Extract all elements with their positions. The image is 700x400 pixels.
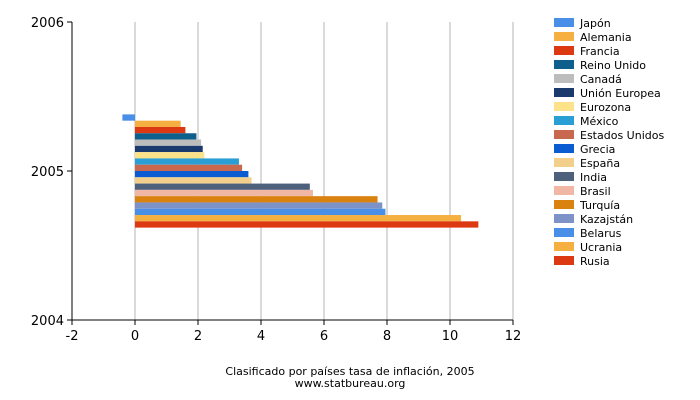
legend-swatch (554, 102, 574, 111)
legend-swatch (554, 186, 574, 195)
legend-label: México (580, 115, 619, 128)
legend-swatch (554, 242, 574, 251)
y-tick-label: 2005 (31, 165, 64, 180)
x-tick-label: 8 (383, 329, 391, 344)
legend-swatch (554, 172, 574, 181)
axes: -2 0 2 4 6 8 10 12 2006 2005 2004 (31, 16, 521, 344)
legend-swatch (554, 18, 574, 27)
bar (122, 114, 135, 121)
y-tick-label: 2004 (31, 314, 64, 329)
x-tick-label: 6 (320, 329, 328, 344)
bar (135, 152, 205, 159)
legend-label: India (580, 171, 607, 184)
bar (135, 145, 203, 153)
legend-label: Alemania (580, 31, 632, 44)
x-tick-label: 12 (505, 329, 522, 344)
legend-label: Eurozona (580, 101, 631, 114)
grid (134, 22, 514, 320)
legend-swatch (554, 214, 574, 223)
bar (135, 189, 313, 197)
bar (135, 208, 386, 216)
bar (135, 221, 479, 228)
bars (122, 114, 479, 228)
x-tick-label: -2 (66, 329, 79, 344)
bar (135, 126, 186, 134)
bar (135, 139, 202, 146)
bar (135, 133, 197, 140)
legend-label: España (580, 157, 620, 170)
x-tick-label: 4 (257, 329, 265, 344)
legend-swatch (554, 60, 574, 69)
legend-label: Kazajstán (580, 213, 633, 226)
legend-swatch (554, 74, 574, 83)
x-tick-label: 2 (194, 329, 202, 344)
legend-swatch (554, 158, 574, 167)
legend-swatch (554, 130, 574, 139)
bar (135, 164, 243, 171)
legend-label: Reino Unido (580, 59, 646, 72)
legend-swatch (554, 32, 574, 41)
bar (135, 177, 252, 184)
legend-label: Belarus (580, 227, 622, 240)
legend-label: Francia (580, 45, 620, 58)
legend-label: Brasil (580, 185, 611, 198)
bar (135, 215, 462, 222)
bar (135, 202, 383, 209)
legend-swatch (554, 256, 574, 265)
legend-swatch (554, 144, 574, 153)
legend-label: Turquía (579, 199, 620, 212)
legend-label: Unión Europea (580, 87, 661, 100)
bar (135, 120, 181, 127)
legend-label: Japón (579, 17, 611, 30)
bar (135, 158, 239, 165)
x-tick-label: 10 (442, 329, 459, 344)
legend-label: Estados Unidos (580, 129, 664, 142)
bar (135, 183, 310, 190)
bar (135, 171, 249, 178)
legend-label: Grecia (580, 143, 615, 156)
chart-source: www.statbureau.org (295, 377, 406, 390)
legend-label: Rusia (580, 255, 610, 268)
legend-label: Ucrania (580, 241, 622, 254)
x-tick-label: 0 (131, 329, 139, 344)
legend-swatch (554, 116, 574, 125)
legend-swatch (554, 228, 574, 237)
legend-swatch (554, 200, 574, 209)
legend-swatch (554, 46, 574, 55)
bar (135, 196, 378, 203)
y-tick-label: 2006 (31, 16, 64, 31)
chart-caption: Clasificado por países tasa de inflación… (225, 365, 474, 378)
legend-label: Canadá (580, 73, 622, 86)
legend-swatch (554, 88, 574, 97)
